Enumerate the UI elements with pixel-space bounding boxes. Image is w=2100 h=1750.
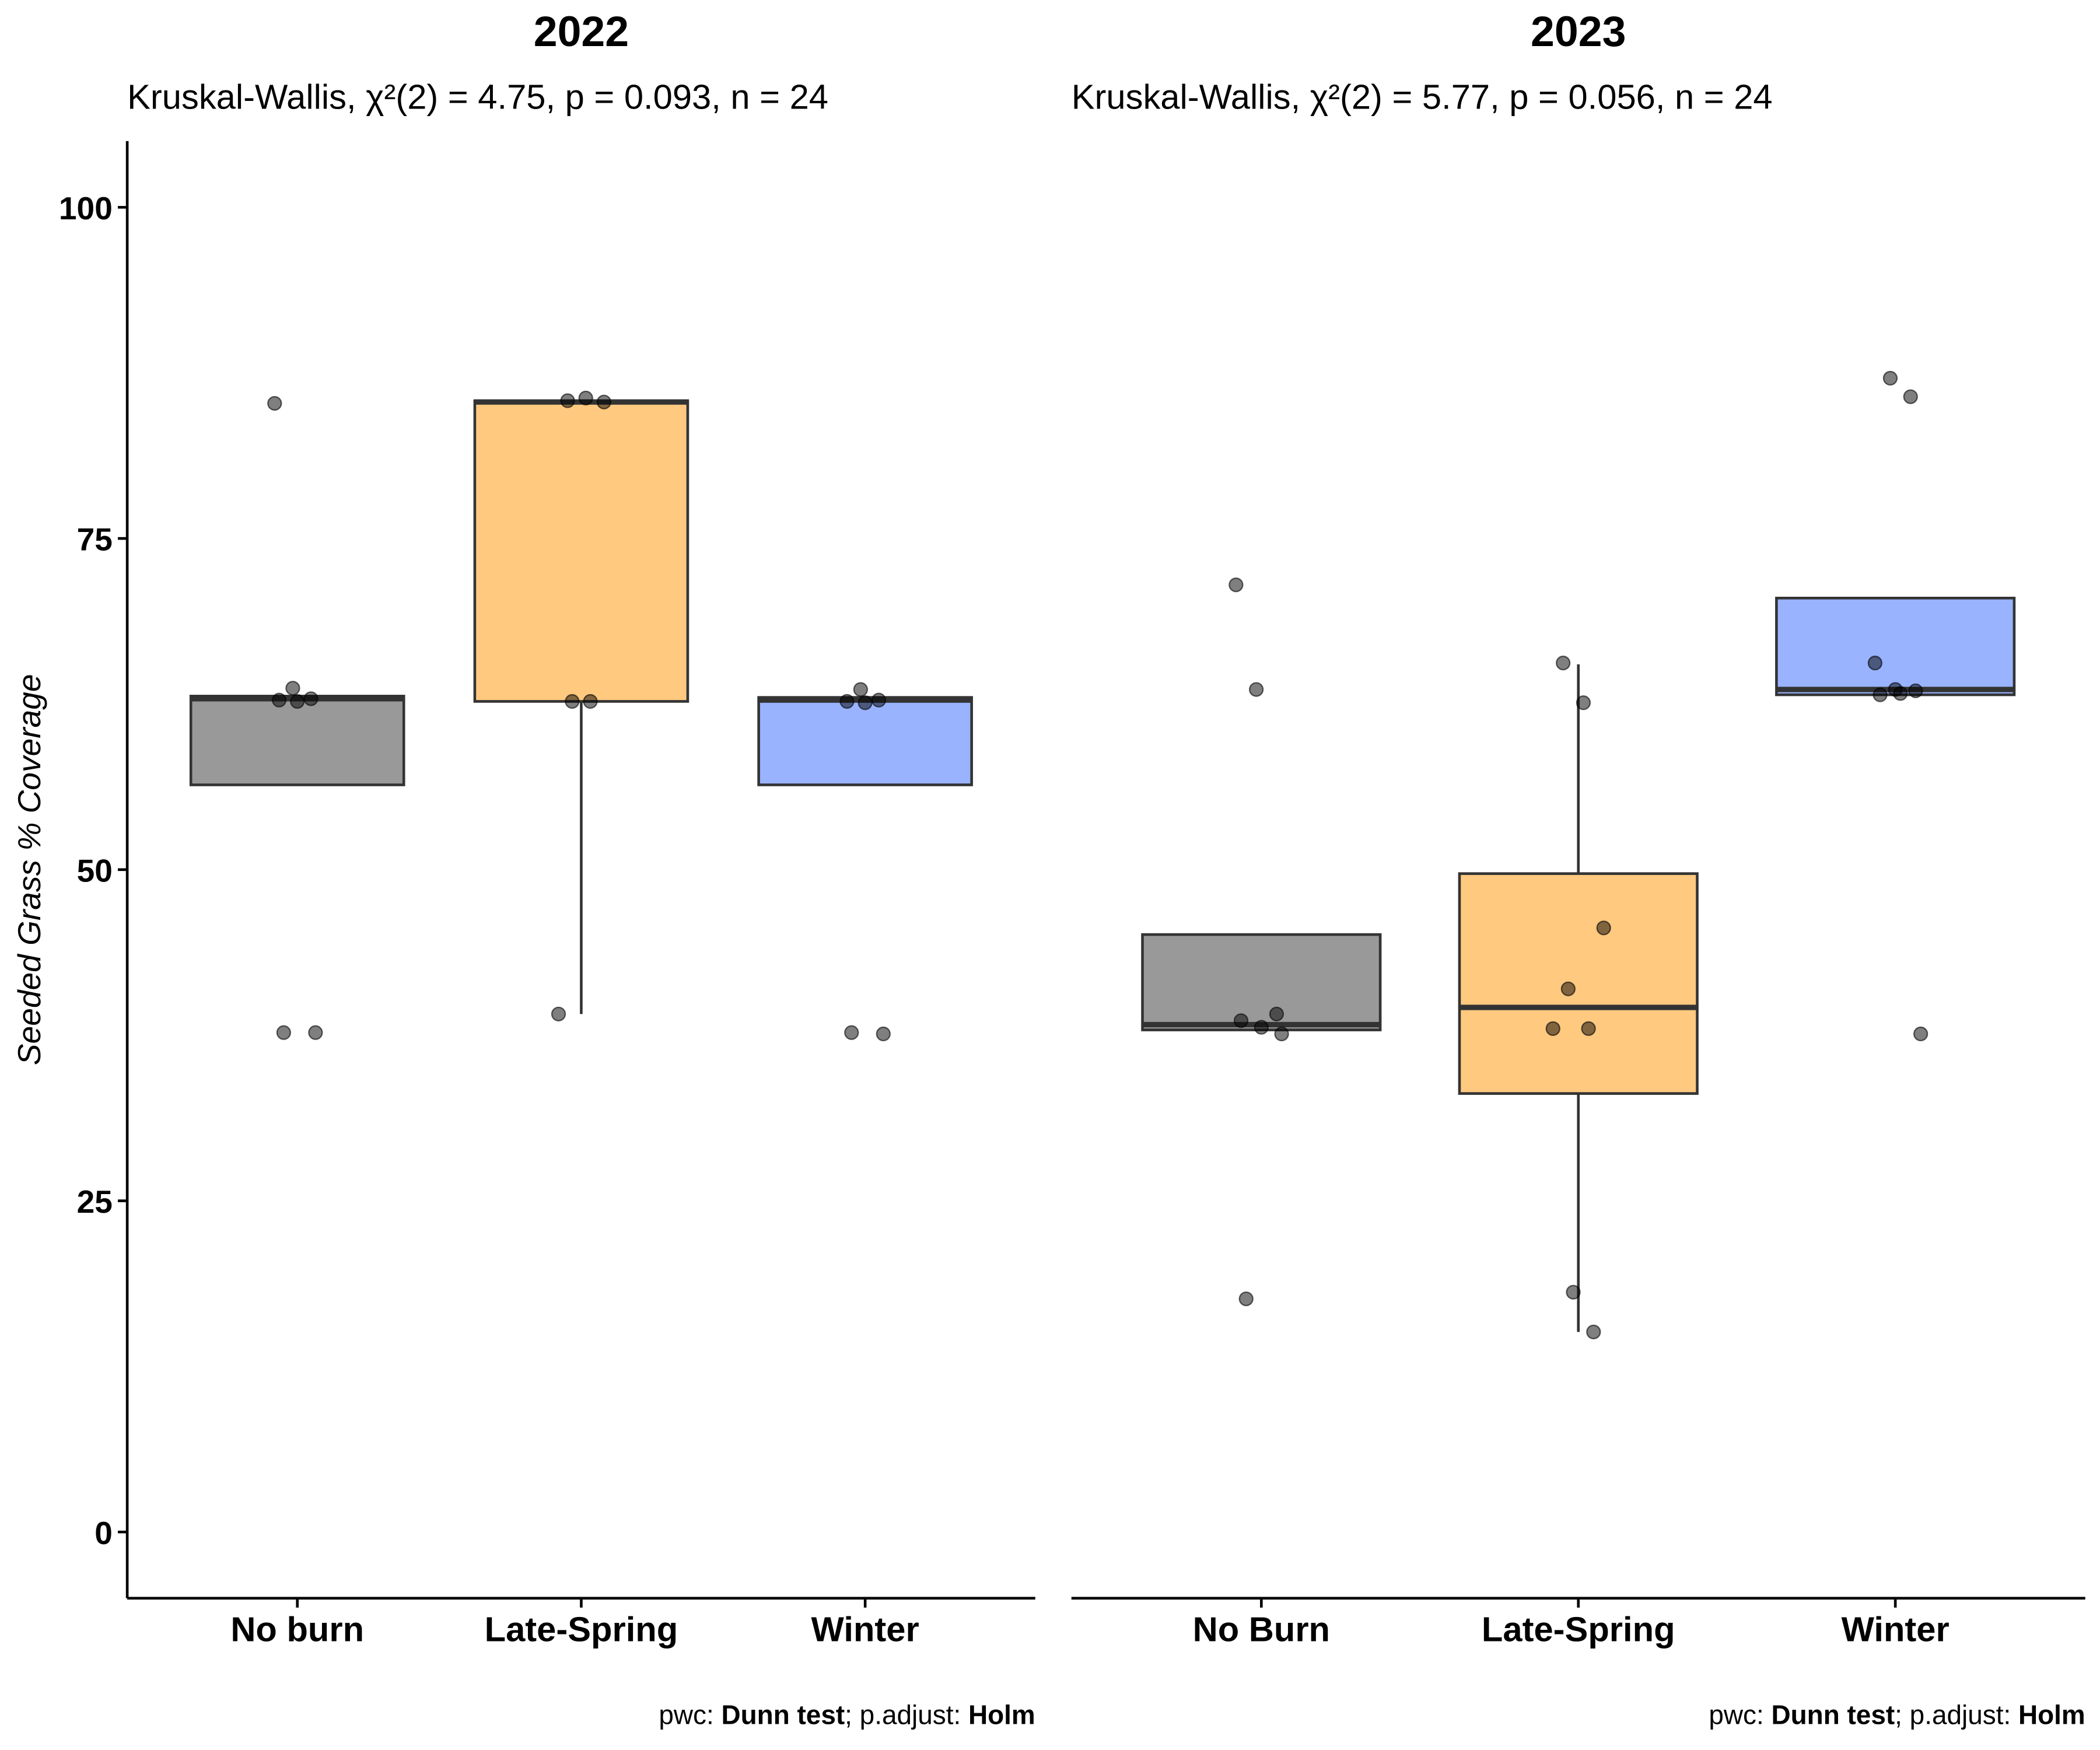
box bbox=[473, 399, 690, 703]
box bbox=[757, 696, 973, 786]
data-point bbox=[1908, 683, 1923, 698]
data-point bbox=[578, 390, 593, 406]
data-point bbox=[1254, 1020, 1269, 1035]
data-point bbox=[1560, 981, 1576, 996]
panel-subtitle: Kruskal-Wallis, χ²(2) = 5.77, p = 0.056,… bbox=[1072, 78, 1773, 117]
box bbox=[189, 695, 405, 786]
data-point bbox=[596, 394, 611, 410]
box bbox=[1775, 596, 2016, 696]
data-point bbox=[1238, 1291, 1254, 1307]
y-tick-label: 75 bbox=[77, 522, 113, 558]
data-point bbox=[1903, 389, 1918, 404]
data-point bbox=[853, 682, 868, 697]
data-point bbox=[276, 1025, 291, 1040]
data-point bbox=[844, 1025, 859, 1040]
caption-part: pwc: bbox=[1709, 1700, 1771, 1730]
data-point bbox=[1233, 1013, 1249, 1028]
data-point bbox=[271, 692, 287, 708]
x-tick-label: Late-Spring bbox=[1482, 1609, 1675, 1648]
data-point bbox=[1867, 655, 1883, 671]
data-point bbox=[871, 692, 887, 708]
caption-part: pwc: bbox=[659, 1700, 721, 1730]
y-tick-label: 50 bbox=[77, 852, 113, 888]
x-tick-label: Winter bbox=[811, 1609, 919, 1648]
data-point bbox=[876, 1026, 891, 1042]
data-point bbox=[560, 393, 575, 408]
x-tick-label: No burn bbox=[230, 1609, 364, 1648]
y-axis-label: Seeded Grass % Coverage bbox=[11, 674, 47, 1065]
data-point bbox=[1913, 1026, 1929, 1042]
data-point bbox=[285, 681, 300, 696]
data-point bbox=[308, 1025, 323, 1040]
data-point bbox=[583, 694, 598, 709]
caption-part: Holm bbox=[2018, 1700, 2085, 1730]
caption-part: Holm bbox=[968, 1700, 1035, 1730]
x-tick-label: Winter bbox=[1842, 1609, 1950, 1648]
x-tick-label: No Burn bbox=[1193, 1609, 1330, 1648]
caption: pwc: Dunn test; p.adjust: Holm bbox=[659, 1700, 1035, 1730]
data-point bbox=[1882, 370, 1898, 386]
data-point bbox=[839, 694, 855, 709]
box bbox=[1458, 872, 1699, 1095]
data-point bbox=[1274, 1026, 1289, 1042]
y-tick-label: 25 bbox=[77, 1184, 113, 1220]
data-point bbox=[1566, 1284, 1581, 1300]
data-point bbox=[1893, 686, 1908, 701]
data-point bbox=[1586, 1324, 1601, 1339]
panel-subtitle: Kruskal-Wallis, χ²(2) = 4.75, p = 0.093,… bbox=[127, 78, 828, 117]
caption-part: ; p.adjust: bbox=[845, 1700, 968, 1730]
data-point bbox=[1545, 1021, 1560, 1036]
data-point bbox=[303, 691, 318, 706]
box bbox=[1141, 933, 1382, 1031]
caption-part: Dunn test bbox=[721, 1700, 845, 1730]
x-tick-label: Late-Spring bbox=[485, 1609, 678, 1648]
data-point bbox=[1576, 695, 1591, 710]
y-tick-label: 0 bbox=[94, 1515, 113, 1551]
data-point bbox=[565, 694, 580, 709]
data-point bbox=[1228, 577, 1244, 593]
data-point bbox=[551, 1006, 566, 1021]
data-point bbox=[1581, 1021, 1596, 1036]
data-point bbox=[1248, 682, 1264, 697]
panel-title: 2023 bbox=[1531, 7, 1626, 55]
data-point bbox=[267, 396, 282, 411]
data-point bbox=[1269, 1006, 1284, 1021]
data-point bbox=[1556, 655, 1571, 671]
data-point bbox=[290, 694, 305, 709]
caption: pwc: Dunn test; p.adjust: Holm bbox=[1709, 1700, 2085, 1730]
y-tick-label: 100 bbox=[59, 190, 113, 226]
data-point bbox=[1596, 921, 1611, 936]
data-point bbox=[858, 695, 873, 710]
data-point bbox=[1873, 687, 1888, 702]
caption-part: Dunn test bbox=[1771, 1700, 1895, 1730]
panel-title: 2022 bbox=[534, 7, 629, 55]
caption-part: ; p.adjust: bbox=[1895, 1700, 2018, 1730]
